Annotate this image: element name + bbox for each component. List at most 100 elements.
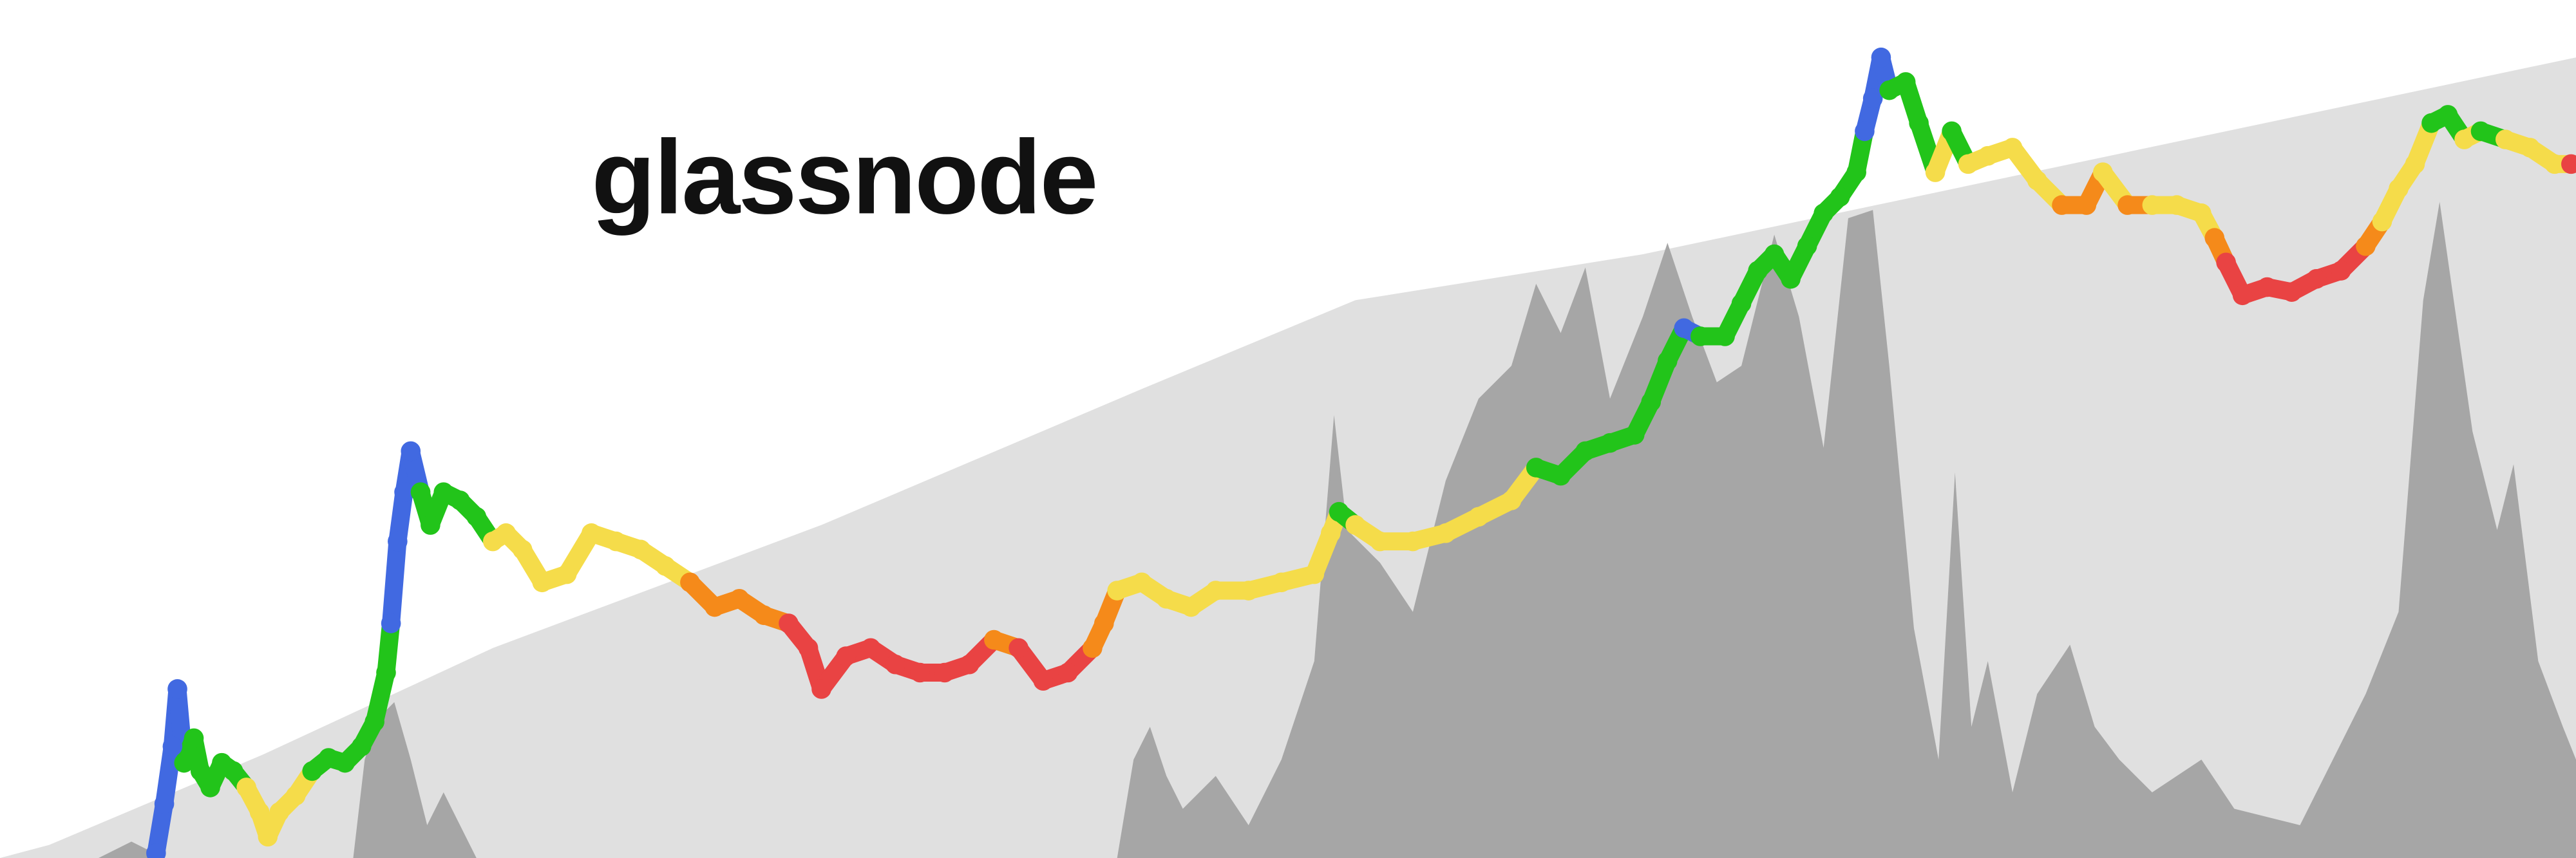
- price-dot: [154, 794, 175, 814]
- price-dot: [984, 630, 1004, 650]
- price-dot: [959, 654, 980, 675]
- price-dot: [705, 597, 724, 617]
- price-dot: [1107, 581, 1127, 601]
- price-trace: [146, 47, 2576, 858]
- price-dot: [258, 826, 278, 847]
- price-dot: [1862, 88, 1883, 109]
- price-dot: [2331, 261, 2351, 281]
- price-dot: [1942, 121, 1962, 142]
- price-dot: [1271, 572, 1292, 593]
- logo: glassnode: [591, 118, 1097, 236]
- price-dot: [1855, 121, 1875, 142]
- price-dot: [2470, 121, 2491, 142]
- price-dot: [836, 646, 857, 666]
- price-dot: [190, 761, 211, 781]
- price-dot: [1958, 154, 1978, 174]
- price-dot: [496, 523, 516, 543]
- trace-segment: [382, 532, 407, 633]
- price-dot: [1731, 294, 1752, 313]
- price-dot: [1435, 523, 1456, 543]
- price-dot: [1797, 236, 1817, 256]
- price-dot: [2192, 203, 2211, 223]
- price-dot: [466, 507, 487, 527]
- price-dot: [886, 654, 905, 675]
- supply-area: [0, 57, 2576, 858]
- price-dot: [753, 605, 774, 626]
- price-dot: [2232, 285, 2253, 306]
- price-dot: [1925, 162, 1946, 182]
- price-dot: [1551, 465, 1571, 486]
- price-dot: [1329, 501, 1349, 522]
- price-dot: [174, 752, 194, 773]
- price-dot: [2421, 113, 2441, 133]
- price-dot: [2076, 195, 2097, 215]
- price-dot: [184, 728, 204, 749]
- price-dot: [1624, 425, 1645, 445]
- price-dot: [381, 613, 401, 633]
- price-dot: [1181, 597, 1201, 617]
- price-dot: [421, 515, 440, 535]
- price-dot: [532, 572, 553, 593]
- price-dot: [779, 613, 799, 633]
- price-dot: [1057, 662, 1078, 683]
- price-dot: [2142, 195, 2163, 215]
- price-dot: [680, 572, 700, 593]
- price-dot: [450, 490, 470, 510]
- price-dot: [146, 843, 166, 858]
- price-dot: [285, 785, 306, 806]
- price-dot: [1526, 458, 1546, 478]
- price-dot: [910, 662, 930, 683]
- price-dot: [388, 531, 408, 552]
- price-dot: [1238, 581, 1259, 601]
- price-dot: [2544, 154, 2565, 174]
- price-dot: [1909, 113, 1929, 133]
- price-dot: [318, 748, 339, 768]
- price-dot: [1978, 145, 1998, 166]
- price-dot: [1132, 572, 1152, 593]
- price-dot: [433, 482, 454, 502]
- price-dot: [798, 638, 819, 658]
- price-dot: [934, 662, 955, 683]
- price-dot: [1083, 638, 1103, 658]
- price-dot: [860, 638, 881, 658]
- price-dot: [2052, 195, 2072, 215]
- price-dot: [1094, 613, 1114, 633]
- price-dot: [1403, 531, 1423, 552]
- price-dot: [1690, 326, 1710, 346]
- price-dot: [1370, 531, 1390, 552]
- price-dot: [582, 523, 601, 543]
- price-dot: [2496, 129, 2515, 149]
- price-dot: [2389, 178, 2409, 199]
- price-dot: [1764, 244, 1785, 265]
- price-dot: [1156, 589, 1177, 609]
- price-dot: [1715, 326, 1735, 346]
- price-dot: [1641, 392, 1662, 412]
- price-dot: [1814, 203, 1833, 223]
- price-dot: [2561, 154, 2576, 174]
- areas: [0, 57, 2576, 858]
- price-dot: [1830, 187, 1850, 207]
- price-dot: [335, 752, 355, 773]
- price-dot: [1781, 268, 1801, 289]
- price-dot: [1468, 507, 1489, 527]
- price-dot: [365, 712, 384, 732]
- price-dot: [512, 539, 533, 560]
- price-dot: [556, 564, 577, 584]
- price-dot: [394, 482, 414, 502]
- price-dot: [2372, 211, 2392, 232]
- price-dot: [167, 679, 187, 699]
- price-dot: [1871, 47, 1891, 68]
- price-dot: [1657, 351, 1678, 371]
- price-dot: [2027, 171, 2047, 191]
- price-dot: [1895, 72, 1916, 92]
- price-dot: [410, 482, 431, 502]
- price-dot: [2405, 154, 2425, 174]
- price-dot: [1206, 581, 1226, 601]
- price-dot: [376, 662, 396, 683]
- price-dot: [2520, 138, 2540, 158]
- price-dot: [1304, 564, 1325, 584]
- price-dot: [2282, 282, 2302, 302]
- price-dot: [2438, 105, 2458, 125]
